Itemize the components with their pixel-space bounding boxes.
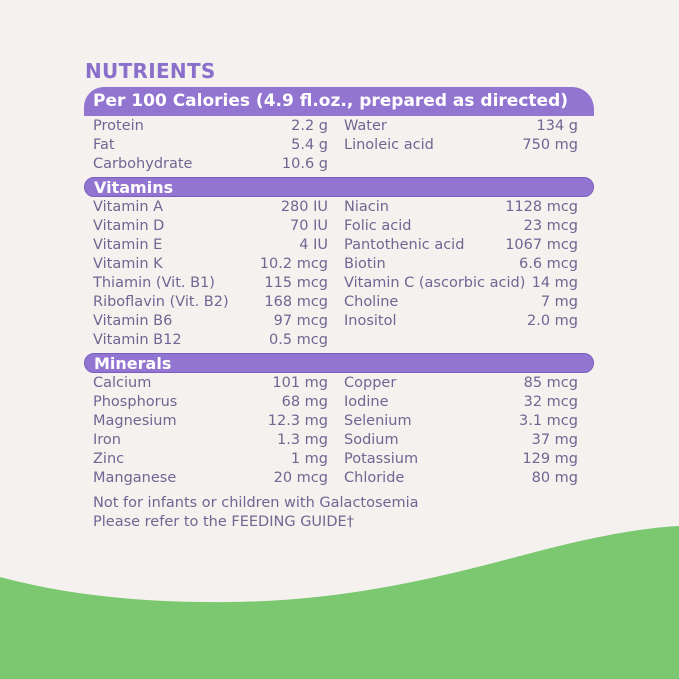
galactosemia-warning: Not for infants or children with Galacto… [93,495,419,511]
nutrient-label: Pantothenic acid [344,237,465,253]
nutrient-label: Selenium [344,413,412,429]
table-row: Vitamin B12 0.5 mcg [84,331,594,350]
table-row: Fat 5.4 g Linoleic acid 750 mg [84,136,594,155]
footnotes: Not for infants or children with Galacto… [84,494,594,532]
nutrient-value: 280 IU [280,199,328,215]
section-header-per-100-calories: Per 100 Calories (4.9 fl.oz., prepared a… [84,87,594,116]
nutrient-value: 1.3 mg [277,432,328,448]
table-row: Calcium 101 mg Copper 85 mcg [84,374,594,393]
table-row: Vitamin D 70 IU Folic acid 23 mcg [84,217,594,236]
nutrient-label: Vitamin D [93,218,165,234]
nutrient-label: Vitamin B12 [93,332,182,348]
table-row: Iron 1.3 mg Sodium 37 mg [84,431,594,450]
nutrient-label: Folic acid [344,218,412,234]
nutrient-value: 85 mcg [523,375,578,391]
nutrient-value: 1 mg [290,451,328,467]
nutrient-label: Chloride [344,470,405,486]
nutrient-label: Sodium [344,432,399,448]
section-header-vitamins: Vitamins [84,177,594,197]
table-row: Magnesium 12.3 mg Selenium 3.1 mcg [84,412,594,431]
nutrient-label: Water [344,118,387,134]
nutrient-value: 10.6 g [281,156,328,172]
nutrient-value: 3.1 mcg [519,413,578,429]
nutrient-value: 168 mcg [264,294,328,310]
nutrient-label: Vitamin K [93,256,163,272]
nutrient-label: Vitamin B6 [93,313,173,329]
nutrient-label: Vitamin A [93,199,164,215]
nutrient-value: 12.3 mg [267,413,328,429]
table-row: Phosphorus 68 mg Iodine 32 mcg [84,393,594,412]
nutrient-value: 37 mg [531,432,578,448]
nutrient-label: Manganese [93,470,177,486]
table-row: Vitamin A 280 IU Niacin 1128 mcg [84,198,594,217]
nutrient-label: Riboflavin (Vit. B2) [93,294,229,310]
table-row: Vitamin B6 97 mcg Inositol 2.0 mg [84,312,594,331]
nutrient-value: 0.5 mcg [269,332,328,348]
nutrient-label: Biotin [344,256,386,272]
nutrient-value: 10.2 mcg [259,256,328,272]
nutrient-label: Linoleic acid [344,137,434,153]
nutrient-value: 32 mcg [523,394,578,410]
nutrient-value: 750 mg [522,137,578,153]
macronutrients-table: Protein 2.2 g Water 134 g Fat 5.4 g Lino… [84,116,594,174]
nutrient-label: Calcium [93,375,152,391]
nutrient-value: 1067 mcg [505,237,578,253]
nutrient-label: Zinc [93,451,125,467]
nutrient-label: Vitamin E [93,237,163,253]
feeding-guide-note: Please refer to the FEEDING GUIDE† [93,514,354,530]
table-row: Manganese 20 mcg Chloride 80 mg [84,469,594,488]
nutrients-panel: NUTRIENTS Per 100 Calories (4.9 fl.oz., … [84,58,594,532]
nutrient-value: 115 mcg [264,275,328,291]
table-row: Vitamin K 10.2 mcg Biotin 6.6 mcg [84,255,594,274]
nutrient-value: 134 g [536,118,579,134]
nutrient-value: 68 mg [281,394,328,410]
table-row: Carbohydrate 10.6 g [84,155,594,174]
nutrient-label: Fat [93,137,115,153]
nutrient-label: Phosphorus [93,394,178,410]
table-row: Protein 2.2 g Water 134 g [84,117,594,136]
nutrient-value: 80 mg [531,470,578,486]
nutrient-value: 7 mg [540,294,578,310]
vitamins-table: Vitamin A 280 IU Niacin 1128 mcg Vitamin… [84,197,594,350]
nutrient-value: 23 mcg [523,218,578,234]
table-row: Vitamin E 4 IU Pantothenic acid 1067 mcg [84,236,594,255]
nutrient-value: 20 mcg [273,470,328,486]
section-header-minerals: Minerals [84,353,594,373]
nutrient-label: Carbohydrate [93,156,193,172]
nutrient-value: 14 mg [531,275,578,291]
nutrient-value: 101 mg [272,375,328,391]
page-title: NUTRIENTS [85,59,216,83]
nutrient-label: Thiamin (Vit. B1) [93,275,215,291]
nutrient-value: 70 IU [290,218,328,234]
nutrient-label: Potassium [344,451,419,467]
nutrient-value: 1128 mcg [505,199,578,215]
nutrient-value: 4 IU [299,237,328,253]
table-row: Riboflavin (Vit. B2) 168 mcg Choline 7 m… [84,293,594,312]
nutrient-value: 97 mcg [273,313,328,329]
nutrient-value: 6.6 mcg [519,256,578,272]
nutrient-label: Inositol [344,313,397,329]
nutrient-label: Choline [344,294,399,310]
nutrient-value: 129 mg [522,451,578,467]
nutrient-label: Iodine [344,394,389,410]
nutrient-value: 5.4 g [291,137,328,153]
minerals-table: Calcium 101 mg Copper 85 mcg Phosphorus … [84,373,594,488]
nutrient-label: Copper [344,375,397,391]
table-row: Thiamin (Vit. B1) 115 mcg Vitamin C (asc… [84,274,594,293]
nutrient-label: Protein [93,118,144,134]
nutrient-label: Iron [93,432,121,448]
nutrient-value: 2.0 mg [527,313,578,329]
nutrient-value: 2.2 g [291,118,328,134]
table-row: Zinc 1 mg Potassium 129 mg [84,450,594,469]
nutrient-label: Magnesium [93,413,177,429]
nutrient-label: Niacin [344,199,389,215]
nutrient-label: Vitamin C (ascorbic acid) [344,275,526,291]
